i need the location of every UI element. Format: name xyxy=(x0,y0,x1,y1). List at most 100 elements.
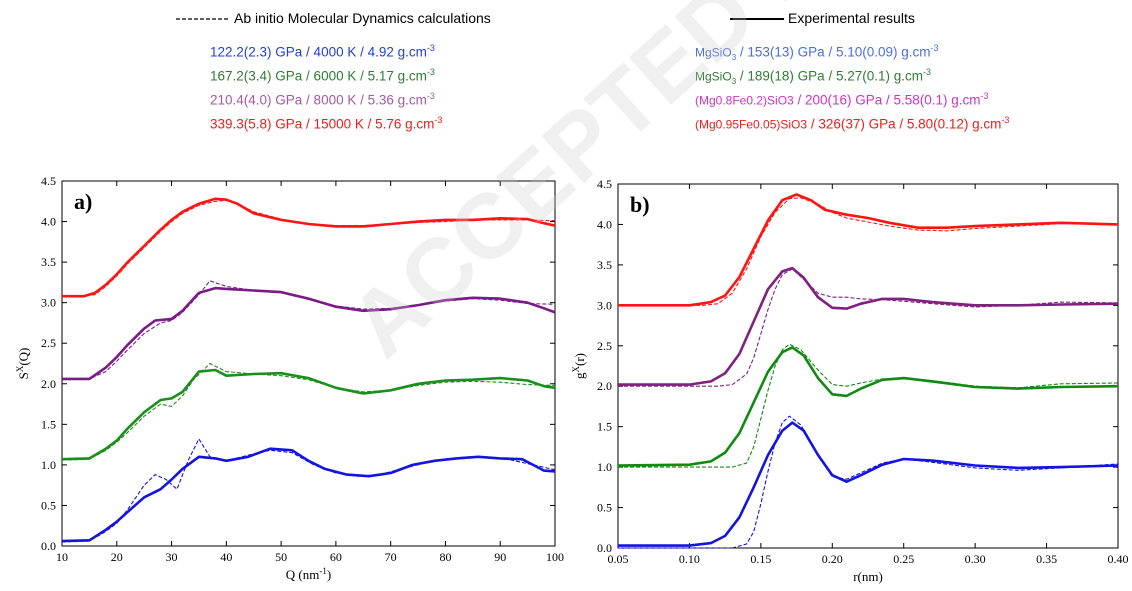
panel-label: a) xyxy=(74,189,92,214)
dashed-line-icon xyxy=(176,18,230,20)
y-tick-label: 4.0 xyxy=(597,217,612,231)
y-tick-label: 3.0 xyxy=(41,296,56,310)
simulation-series-line xyxy=(618,197,1119,306)
exp-entry-text: / 326(37) GPa / 5.80(0.12) g.cm xyxy=(807,116,1002,132)
y-axis-label: SX(Q) xyxy=(15,348,31,380)
experimental-series-line xyxy=(618,193,1119,307)
sim-legend-entry: 210.4(4.0) GPa / 8000 K / 5.36 g.cm-3 xyxy=(210,91,435,108)
y-tick-label: 3.5 xyxy=(41,255,56,269)
experimental-series-line xyxy=(617,346,1119,467)
x-tick-label: 70 xyxy=(385,550,397,564)
y-tick-label: 4.0 xyxy=(41,215,56,229)
x-tick-label: 80 xyxy=(439,550,451,564)
exp-entry-text: / 200(16) GPa / 5.58(0.1) g.cm xyxy=(793,92,981,108)
exp-legend-entry: (Mg0.95Fe0.05)SiO3 / 326(37) GPa / 5.80(… xyxy=(695,115,1009,132)
exp-entry-text: / 189(18) GPa / 5.27(0.1) g.cm xyxy=(736,68,923,84)
y-axis-label: gX(r) xyxy=(571,353,587,379)
y-tick-label: 1.0 xyxy=(597,460,612,474)
x-tick-label: 100 xyxy=(546,550,564,564)
sim-entry-text: 167.2(3.4) GPa / 6000 K / 5.17 g.cm xyxy=(210,68,427,84)
y-axis-label-sup: X xyxy=(15,365,25,372)
exp-entry-sub: 3 xyxy=(731,77,737,87)
sim-legend-entry: 339.3(5.8) GPa / 15000 K / 5.76 g.cm-3 xyxy=(210,115,442,132)
sim-entry-text: 339.3(5.8) GPa / 15000 K / 5.76 g.cm xyxy=(210,116,435,132)
exp-entry-text: / 153(13) GPa / 5.10(0.09) g.cm xyxy=(736,44,931,60)
x-tick-label: 60 xyxy=(330,550,342,564)
x-tick-label: 0.30 xyxy=(965,552,986,566)
experimental-series-line xyxy=(61,447,556,543)
sim-legend-title-text: Ab initio Molecular Dynamics calculation… xyxy=(234,10,491,26)
y-tick-label: 2.0 xyxy=(41,377,56,391)
x-axis-label-sup: -1 xyxy=(319,566,327,576)
sim-legend-title: Ab initio Molecular Dynamics calculation… xyxy=(176,10,491,26)
exp-entry-compound: MgSiO xyxy=(695,45,732,60)
sim-entry-sup: -3 xyxy=(434,115,443,125)
panel-label: b) xyxy=(630,192,650,217)
x-tick-label: 0.40 xyxy=(1108,552,1129,566)
sim-entry-sup: -3 xyxy=(426,91,435,101)
exp-legend-title: Experimental results xyxy=(730,10,915,26)
chart-panel-b: 0.0 0.5 1.0 1.5 2.0 2.5 3.0 3.5 4.0 4.5 0.05 0.10 0.… xyxy=(571,177,1129,584)
sim-legend-entry: 167.2(3.4) GPa / 6000 K / 5.17 g.cm-3 xyxy=(210,67,435,84)
y-tick-label: 0.0 xyxy=(597,541,612,555)
simulation-series-line xyxy=(61,438,556,543)
experimental-series-line xyxy=(61,368,556,461)
exp-entry-sup: -3 xyxy=(930,43,939,53)
x-tick-label: 0.15 xyxy=(750,552,771,566)
chart-panel-a: 0.0 0.5 1.0 1.5 2.0 2.5 3.0 3.5 4.0 4.5 10 20 30 40 50… xyxy=(15,174,564,582)
y-tick-label: 0.5 xyxy=(597,501,612,515)
exp-entry-sup: -3 xyxy=(980,91,989,101)
x-tick-label: 0.35 xyxy=(1036,552,1057,566)
x-tick-label: 10 xyxy=(56,550,68,564)
simulation-series-line xyxy=(618,415,1119,549)
y-tick-label: 1.5 xyxy=(41,417,56,431)
experimental-series-line xyxy=(62,197,556,298)
solid-line-icon xyxy=(730,18,784,21)
x-tick-label: 0.25 xyxy=(893,552,914,566)
exp-legend-entry: MgSiO3 / 189(18) GPa / 5.27(0.1) g.cm-3 xyxy=(695,67,931,86)
simulation-series-line xyxy=(61,280,556,381)
sim-entry-text: 122.2(2.3) GPa / 4000 K / 4.92 g.cm xyxy=(210,44,427,60)
y-axis-label-tail: (Q) xyxy=(16,348,31,366)
experimental-series-line xyxy=(618,266,1119,386)
exp-entry-compound: MgSiO xyxy=(695,69,732,84)
x-tick-label: 90 xyxy=(494,550,506,564)
y-tick-label: 1.5 xyxy=(597,420,612,434)
y-tick-label: 4.5 xyxy=(41,174,56,188)
sim-entry-text: 210.4(4.0) GPa / 8000 K / 5.36 g.cm xyxy=(210,92,427,108)
x-tick-label: 30 xyxy=(166,550,178,564)
exp-entry-sub: 3 xyxy=(731,53,737,63)
x-tick-label: 50 xyxy=(275,550,287,564)
sim-entry-sup: -3 xyxy=(426,67,435,77)
y-tick-label: 3.0 xyxy=(597,298,612,312)
exp-entry-sup: -3 xyxy=(1001,115,1010,125)
x-tick-label: 0.20 xyxy=(822,552,843,566)
experimental-series-line xyxy=(62,286,556,381)
y-tick-label: 1.0 xyxy=(41,458,56,472)
y-axis-label-sup: X xyxy=(571,366,581,373)
x-axis-label-tail: ) xyxy=(327,567,331,582)
exp-entry-sup: -3 xyxy=(922,67,931,77)
y-axis-label-tail: (r) xyxy=(572,353,587,366)
y-tick-label: 2.5 xyxy=(41,336,56,350)
sim-entry-sup: -3 xyxy=(426,43,435,53)
y-tick-label: 2.0 xyxy=(597,379,612,393)
x-tick-label: 0.05 xyxy=(608,552,629,566)
exp-entry-compound: (Mg0.95Fe0.05)SiO3 xyxy=(695,117,808,132)
simulation-series-line xyxy=(61,199,556,298)
x-tick-label: 40 xyxy=(220,550,232,564)
x-axis-label: r(nm) xyxy=(853,569,883,584)
experimental-series-line xyxy=(618,421,1119,547)
exp-entry-compound: (Mg0.8Fe0.2)SiO3 xyxy=(695,93,794,108)
y-tick-label: 2.5 xyxy=(597,339,612,353)
exp-legend-title-text: Experimental results xyxy=(788,10,915,26)
x-tick-label: 20 xyxy=(111,550,123,564)
y-tick-label: 3.5 xyxy=(597,258,612,272)
plot-frame xyxy=(61,180,556,547)
sim-legend-entry: 122.2(2.3) GPa / 4000 K / 4.92 g.cm-3 xyxy=(210,43,435,60)
simulation-series-line xyxy=(61,362,556,461)
y-tick-label: 0.0 xyxy=(41,539,56,553)
x-axis-label: Q (nm-1) xyxy=(286,566,331,582)
plot-frame xyxy=(617,183,1119,549)
y-tick-label: 4.5 xyxy=(597,177,612,191)
